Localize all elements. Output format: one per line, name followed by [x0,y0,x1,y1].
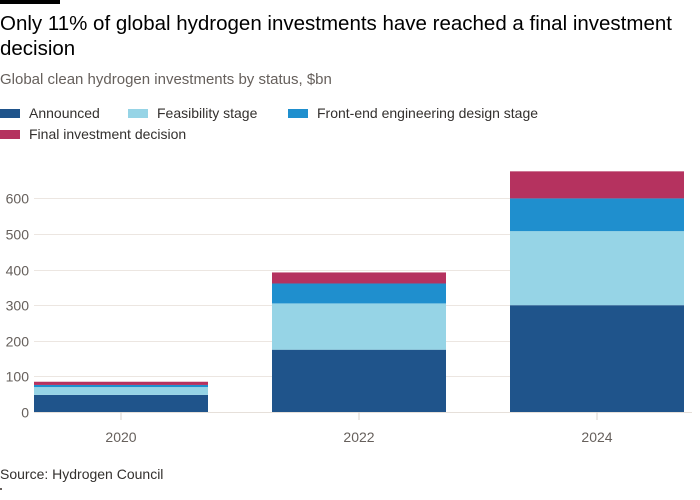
legend-item-feed: Front-end engineering design stage [288,103,538,123]
bar-2022-feasibility-stage [272,303,446,350]
x-tick-label-2020: 2020 [105,429,136,445]
brand-top-bar [0,0,60,4]
legend-label-announced: Announced [29,105,100,121]
chart-subtitle: Global clean hydrogen investments by sta… [0,71,332,88]
legend-swatch-announced [0,108,20,118]
chart-canvas: 0 100 200 300 400 500 600 2020 2022 2024 [6,171,692,445]
x-tick-label-2022: 2022 [343,429,374,445]
bar-2020-final-investment-decision [34,381,208,385]
y-tick-label-100: 100 [6,369,30,385]
y-tick-label-0: 0 [21,405,29,421]
footer-dot [0,488,2,490]
legend-label-feasibility: Feasibility stage [157,105,258,121]
stacked-bar-chart: 0 100 200 300 400 500 600 2020 2022 2024 [0,150,700,450]
bar-stack-2024 [510,171,684,412]
y-tick-label-600: 600 [6,191,30,207]
x-axis: 2020 2022 2024 [34,412,692,445]
legend-swatch-fid [0,129,20,139]
legend-swatch-feed [288,108,308,118]
bar-2022-announced [272,349,446,412]
bar-2024-front-end-engineering-design-stage [510,198,684,232]
bar-stack-2022 [272,272,446,412]
legend-item-feasibility: Feasibility stage [128,103,257,123]
y-tick-label-500: 500 [6,227,30,243]
bar-2024-announced [510,305,684,412]
legend-item-announced: Announced [0,103,100,123]
legend-item-fid: Final investment decision [0,124,186,144]
legend-swatch-feasibility [128,108,148,118]
bar-2022-front-end-engineering-design-stage [272,283,446,304]
x-tick-label-2024: 2024 [581,429,612,445]
legend-label-feed: Front-end engineering design stage [317,105,539,121]
y-tick-label-300: 300 [6,298,30,314]
bar-2020-front-end-engineering-design-stage [34,384,208,388]
bar-2022-final-investment-decision [272,272,446,284]
legend-label-fid: Final investment decision [29,126,187,142]
bar-stack-2020 [34,381,208,412]
y-axis: 0 100 200 300 400 500 600 [6,191,30,421]
bar-2024-final-investment-decision [510,171,684,199]
chart-title: Only 11% of global hydrogen investments … [0,12,672,60]
y-tick-label-400: 400 [6,263,30,279]
bar-2020-announced [34,394,208,412]
bar-2020-feasibility-stage [34,387,208,395]
bar-2024-feasibility-stage [510,231,684,306]
y-tick-label-200: 200 [6,334,30,350]
source-note: Source: Hydrogen Council [0,466,164,482]
bars [34,171,684,412]
